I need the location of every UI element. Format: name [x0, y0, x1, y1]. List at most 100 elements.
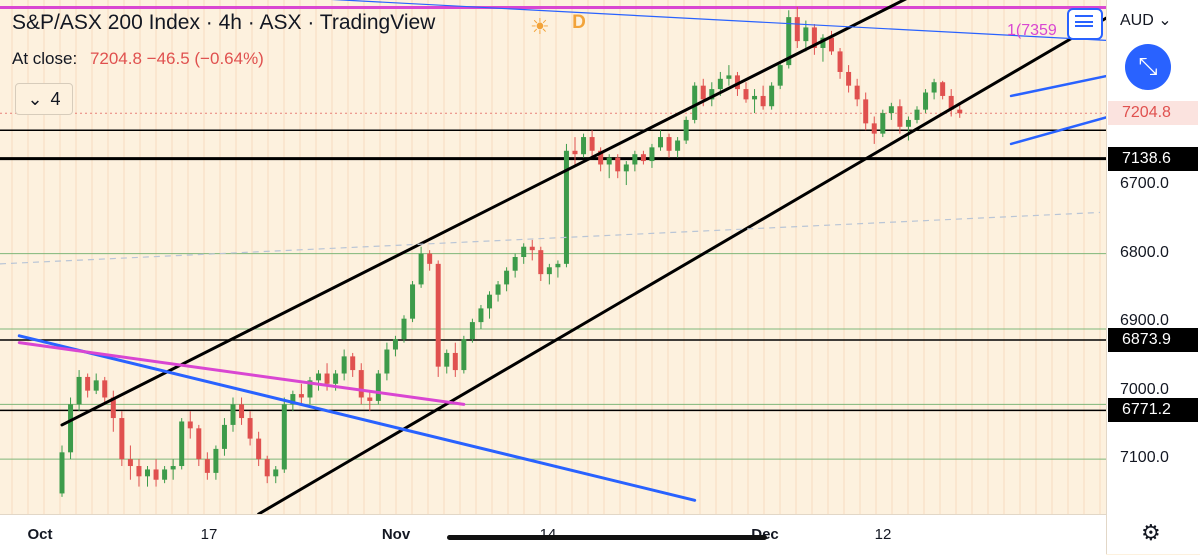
candle-body [170, 466, 176, 470]
candle-body [281, 404, 287, 470]
currency-selector[interactable]: AUD ⌄ [1120, 10, 1172, 30]
candle-body [572, 150, 578, 155]
price-level-badge[interactable]: 7138.6 [1108, 146, 1198, 171]
candle-body [521, 246, 527, 257]
time-tick-label: 17 [200, 526, 218, 543]
price-level-badge[interactable]: 6771.2 [1108, 398, 1198, 423]
candle-body [854, 85, 860, 100]
candle-body [196, 428, 202, 460]
candle-body [68, 404, 74, 453]
candle-body [871, 123, 877, 134]
candle-body [606, 157, 612, 165]
price-tick-label: 7100.0 [1120, 449, 1169, 467]
candle-body [213, 448, 219, 473]
trendline-falling-blue-1 [17, 334, 697, 502]
candle-body [487, 294, 492, 309]
candle-body [384, 349, 390, 374]
candlestick-chart-svg[interactable] [0, 0, 1200, 516]
candle-body [675, 140, 681, 151]
candle-body [307, 380, 313, 398]
candle-body [666, 137, 672, 151]
price-level-badge[interactable]: 6873.9 [1108, 327, 1198, 352]
price-tick-label: 6700.0 [1120, 175, 1169, 193]
chevron-down-icon: ⌄ [27, 88, 43, 109]
candle-body [589, 137, 595, 151]
candle-body [623, 164, 629, 172]
candle-body [726, 75, 732, 79]
candle-body [367, 397, 373, 401]
candle-body [230, 404, 236, 425]
layout-icon[interactable] [1067, 8, 1103, 40]
candle-body [435, 263, 441, 367]
candle-body [93, 380, 99, 391]
candle-body [239, 404, 245, 419]
candle-body [863, 99, 869, 124]
candle-body [752, 95, 758, 100]
candle-body [940, 82, 946, 96]
candle-body [658, 137, 663, 148]
candle-body [948, 95, 954, 110]
price-chart[interactable] [0, 0, 1200, 516]
candle-body [905, 119, 911, 127]
trendline-channel-lower [257, 12, 1116, 516]
candle-body [324, 373, 330, 384]
candle-body [119, 418, 125, 460]
candle-body [162, 469, 168, 480]
collapse-arrows-icon[interactable]: ⤡ [1125, 44, 1171, 90]
candle-body [880, 113, 886, 134]
candle-body [769, 85, 775, 107]
price-tick-label: 6800.0 [1120, 243, 1169, 261]
candle-body [85, 376, 91, 391]
candle-body [273, 469, 279, 477]
candle-body [931, 82, 937, 93]
candle-body [341, 356, 347, 374]
time-axis[interactable] [0, 514, 1106, 555]
candle-body [478, 308, 484, 323]
session-badge[interactable]: D [572, 12, 586, 33]
price-level-badge[interactable]: 7204.8 [1108, 101, 1198, 126]
candle-body [110, 397, 116, 419]
time-tick-label: Nov [381, 526, 411, 543]
candle-body [923, 92, 929, 110]
indicators-toggle-button[interactable]: ⌄ 4 [15, 83, 73, 115]
time-tick-label: 12 [874, 526, 892, 543]
trendline-falling-magenta [17, 341, 466, 406]
candle-body [221, 424, 227, 449]
at-close-value: 7204.8 −46.5 (−0.64%) [89, 49, 264, 68]
candle-body [914, 109, 920, 120]
candle-body [461, 339, 467, 371]
candle-body [700, 85, 706, 100]
price-axis[interactable] [1106, 0, 1200, 554]
price-tick-label: 6900.0 [1120, 312, 1169, 330]
symbol-title: S&P/ASX 200 Index · 4h · ASX · TradingVi… [12, 11, 436, 34]
candle-body [803, 27, 809, 42]
trendline-bull-flag-lower [1009, 89, 1200, 146]
candle-body [563, 150, 569, 264]
candle-body [102, 380, 108, 398]
candle-body [957, 109, 963, 114]
candle-body [683, 119, 689, 141]
candle-body [401, 318, 407, 340]
candle-body [734, 75, 740, 90]
candle-body [598, 150, 604, 165]
candle-body [179, 421, 185, 467]
trendline-bull-flag-upper [1009, 55, 1200, 98]
alert-price-label[interactable]: 1(7359 [1007, 22, 1057, 39]
candle-body [794, 17, 800, 42]
at-close-line: At close: 7204.8 −46.5 (−0.64%) [12, 49, 264, 69]
projection-dashed-line [0, 211, 1101, 265]
sun-icon[interactable]: ☀ [530, 14, 550, 39]
candle-body [709, 89, 715, 100]
candle-body [427, 253, 433, 264]
candle-body [717, 78, 723, 90]
candle-body [546, 267, 552, 275]
time-scrollbar[interactable] [447, 535, 767, 540]
candle-body [692, 85, 698, 120]
candle-body [811, 27, 817, 48]
chevron-down-icon: ⌄ [1158, 12, 1172, 29]
candle-body [290, 394, 296, 405]
candle-body [512, 257, 518, 271]
candle-body [649, 147, 655, 162]
price-tick-label: 7000.0 [1120, 380, 1169, 398]
gear-icon[interactable]: ⚙ [1141, 520, 1161, 545]
